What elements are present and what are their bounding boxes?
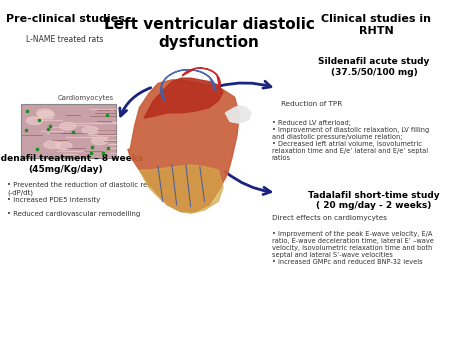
Ellipse shape xyxy=(44,141,60,148)
Ellipse shape xyxy=(27,117,43,125)
Text: Sildenafil treatment – 8 weeks
(45mg/Kg/day): Sildenafil treatment – 8 weeks (45mg/Kg/… xyxy=(0,154,143,174)
Polygon shape xyxy=(128,80,239,212)
Text: Left ventricular diastolic
dysfunction: Left ventricular diastolic dysfunction xyxy=(104,17,315,50)
FancyBboxPatch shape xyxy=(21,104,116,158)
Polygon shape xyxy=(139,165,223,213)
Text: L-NAME treated rats: L-NAME treated rats xyxy=(27,35,104,45)
Text: Tadalafil short-time study
( 20 mg/day - 2 weeks): Tadalafil short-time study ( 20 mg/day -… xyxy=(308,191,440,210)
Text: • Improvement of the peak E-wave velocity, E/A
ratio, E-wave deceleration time, : • Improvement of the peak E-wave velocit… xyxy=(272,231,434,265)
Text: Clinical studies in
RHTN: Clinical studies in RHTN xyxy=(321,14,431,35)
Ellipse shape xyxy=(91,137,108,145)
Ellipse shape xyxy=(36,109,53,117)
Polygon shape xyxy=(144,78,223,118)
Polygon shape xyxy=(226,106,251,123)
Polygon shape xyxy=(182,68,220,87)
Text: Reduction of TPR: Reduction of TPR xyxy=(281,101,342,107)
Text: • Reduced LV afterload;
• Improvement of diastolic relaxation, LV filling
and di: • Reduced LV afterload; • Improvement of… xyxy=(272,120,429,161)
Text: Direct effects on cardiomycytes: Direct effects on cardiomycytes xyxy=(272,215,387,221)
Text: Cardiomyocytes: Cardiomyocytes xyxy=(58,96,114,102)
Polygon shape xyxy=(161,70,216,101)
Ellipse shape xyxy=(56,142,72,150)
Text: • Prevented the reduction of diastolic relaxation
(-dP/dt)
• Increased PDE5 inte: • Prevented the reduction of diastolic r… xyxy=(7,182,175,217)
Text: Pre-clinical studies: Pre-clinical studies xyxy=(6,14,125,24)
Ellipse shape xyxy=(38,111,54,119)
Ellipse shape xyxy=(60,122,76,130)
Text: Sildenafil acute study
(37.5/50/100 mg): Sildenafil acute study (37.5/50/100 mg) xyxy=(319,57,430,77)
Ellipse shape xyxy=(82,126,99,134)
